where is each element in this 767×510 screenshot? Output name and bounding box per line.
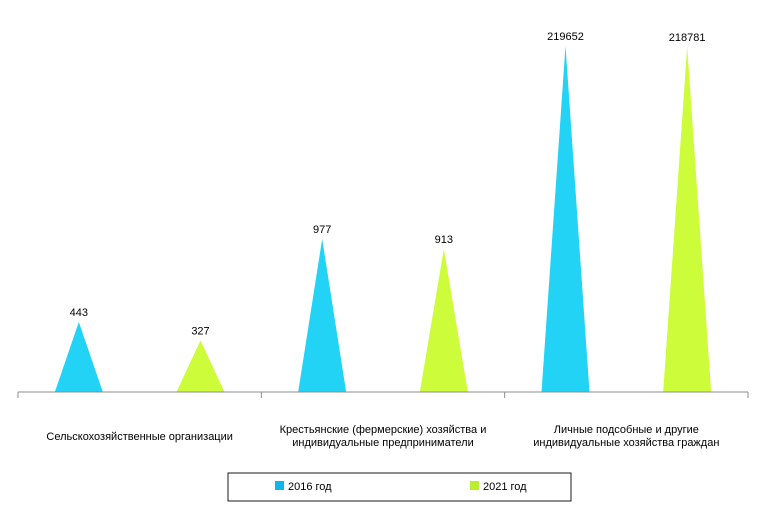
data-label: 443: [70, 307, 88, 319]
legend-swatch: [275, 481, 284, 490]
x-axis-category-labels: Сельскохозяйственные организации Крестьян…: [46, 424, 719, 449]
legend-swatch: [470, 481, 479, 490]
x-category-label: Крестьянские (фермерские) хозяйства и инд…: [280, 424, 487, 449]
bar-triangle: [663, 46, 712, 393]
legend-label: 2021 год: [483, 481, 527, 493]
legend-box: [227, 472, 572, 502]
data-label: 327: [191, 325, 209, 337]
data-label: 219652: [547, 31, 584, 43]
bar-triangle: [419, 248, 468, 392]
legend-label: 2016 год: [288, 481, 332, 493]
bar-triangle: [541, 46, 590, 392]
data-label: 913: [435, 234, 453, 246]
data-label: 977: [313, 224, 331, 236]
chart-labels: 443 977 219652 327 913 218781: [70, 31, 706, 337]
bar-triangle: [54, 322, 103, 392]
x-category-label: Сельскохозяйственные организации: [46, 431, 233, 443]
x-axis-ticks: [17, 392, 749, 398]
bar-triangle: [176, 340, 225, 392]
chart-marks: [54, 46, 712, 393]
x-category-label: Личные подсобные и другие индивидуальные …: [533, 424, 719, 449]
data-label: 218781: [669, 32, 706, 44]
bar-triangle: [298, 239, 347, 392]
legend: 2016 год 2021 год: [227, 472, 572, 502]
